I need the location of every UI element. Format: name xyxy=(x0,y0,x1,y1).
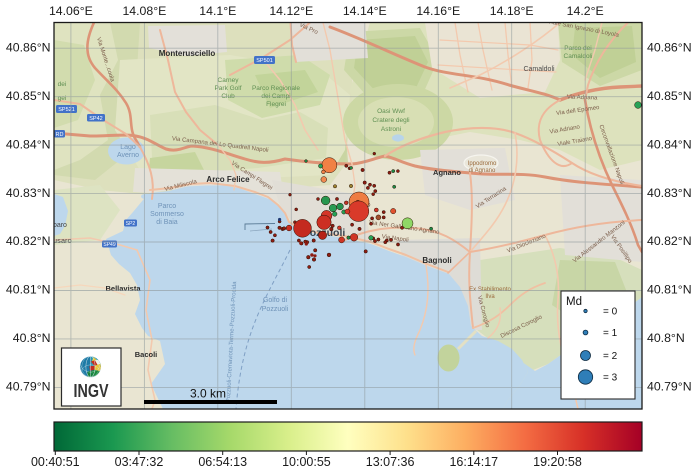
svg-text:SP49: SP49 xyxy=(103,242,115,248)
svg-text:gei: gei xyxy=(58,95,67,102)
svg-text:Via Adriana: Via Adriana xyxy=(567,94,598,101)
svg-text:Averno: Averno xyxy=(117,152,139,159)
svg-text:Oasi Wwf: Oasi Wwf xyxy=(377,108,405,115)
svg-text:SP2: SP2 xyxy=(126,221,136,227)
svg-text:Astroni: Astroni xyxy=(381,126,401,133)
svg-text:14.08°E: 14.08°E xyxy=(122,4,166,18)
svg-text:40.85°N: 40.85°N xyxy=(647,89,692,103)
svg-text:10:00:55: 10:00:55 xyxy=(282,455,331,469)
svg-text:Golfo di: Golfo di xyxy=(263,297,288,304)
svg-text:Ex Stabilimento: Ex Stabilimento xyxy=(469,287,511,293)
svg-text:SP501: SP501 xyxy=(256,58,273,64)
svg-text:40.85°N: 40.85°N xyxy=(6,89,51,103)
svg-text:uoaro: uoaro xyxy=(49,222,67,229)
svg-text:14.2°E: 14.2°E xyxy=(567,4,604,18)
svg-text:3.0 km: 3.0 km xyxy=(190,387,226,401)
svg-text:40.8°N: 40.8°N xyxy=(647,331,685,345)
svg-text:Pozzuoli: Pozzuoli xyxy=(262,306,289,313)
svg-text:19:20:58: 19:20:58 xyxy=(533,455,582,469)
svg-text:dei: dei xyxy=(58,81,67,88)
svg-text:Via Napoli: Via Napoli xyxy=(381,234,409,244)
svg-text:Lago: Lago xyxy=(120,144,136,151)
svg-text:06:54:13: 06:54:13 xyxy=(198,455,247,469)
svg-text:40.81°N: 40.81°N xyxy=(647,283,692,297)
svg-text:= 3: = 3 xyxy=(603,373,618,384)
svg-text:40.79°N: 40.79°N xyxy=(647,380,692,394)
svg-text:14.16°E: 14.16°E xyxy=(416,4,460,18)
svg-text:Bagnoli: Bagnoli xyxy=(422,256,451,265)
svg-text:14.18°E: 14.18°E xyxy=(490,4,534,18)
svg-text:Ilva: Ilva xyxy=(485,294,495,300)
svg-text:di Agnano: di Agnano xyxy=(469,168,496,174)
svg-text:RD: RD xyxy=(56,132,64,138)
svg-text:Flegrei: Flegrei xyxy=(266,101,286,108)
svg-text:Camaldoli: Camaldoli xyxy=(523,66,555,73)
svg-text:40.8°N: 40.8°N xyxy=(13,331,51,345)
svg-text:14.06°E: 14.06°E xyxy=(49,4,93,18)
svg-text:40.84°N: 40.84°N xyxy=(647,137,692,151)
svg-text:40.83°N: 40.83°N xyxy=(6,186,51,200)
svg-text:INGV: INGV xyxy=(74,381,109,401)
svg-text:Sommerso: Sommerso xyxy=(150,211,184,218)
svg-text:= 2: = 2 xyxy=(603,351,618,362)
svg-text:Agnano: Agnano xyxy=(433,168,461,177)
svg-text:03:47:32: 03:47:32 xyxy=(115,455,164,469)
svg-text:Bacoli: Bacoli xyxy=(135,350,158,359)
svg-text:40.81°N: 40.81°N xyxy=(6,283,51,297)
svg-text:Ippodromo: Ippodromo xyxy=(468,161,497,167)
svg-text:SP521: SP521 xyxy=(58,107,75,113)
svg-text:Fusaro: Fusaro xyxy=(48,236,71,245)
svg-text:00:40:51: 00:40:51 xyxy=(31,455,80,469)
svg-text:di Baia: di Baia xyxy=(156,219,178,226)
svg-text:Monterusciello: Monterusciello xyxy=(159,49,216,58)
svg-text:40.86°N: 40.86°N xyxy=(647,40,692,54)
svg-text:14.14°E: 14.14°E xyxy=(343,4,387,18)
svg-text:Parco: Parco xyxy=(158,203,176,210)
svg-text:13:07:36: 13:07:36 xyxy=(366,455,415,469)
svg-text:Camaldoli: Camaldoli xyxy=(564,53,593,60)
svg-text:Carney: Carney xyxy=(218,77,240,84)
svg-text:40.82°N: 40.82°N xyxy=(647,234,692,248)
svg-text:Bellavista: Bellavista xyxy=(105,284,141,293)
svg-text:Cratere degli: Cratere degli xyxy=(372,117,409,124)
svg-text:SP42: SP42 xyxy=(89,116,102,122)
svg-text:Parco Regionale: Parco Regionale xyxy=(252,85,300,92)
svg-text:14.12°E: 14.12°E xyxy=(269,4,313,18)
svg-text:40.82°N: 40.82°N xyxy=(6,234,51,248)
svg-text:40.86°N: 40.86°N xyxy=(6,40,51,54)
svg-text:14.1°E: 14.1°E xyxy=(199,4,236,18)
svg-text:= 0: = 0 xyxy=(603,307,618,318)
svg-text:Via Adriano: Via Adriano xyxy=(549,124,581,135)
svg-text:16:14:17: 16:14:17 xyxy=(449,455,498,469)
svg-text:40.84°N: 40.84°N xyxy=(6,137,51,151)
svg-text:Md: Md xyxy=(566,296,582,308)
svg-text:40.79°N: 40.79°N xyxy=(6,380,51,394)
svg-text:Arco Felice: Arco Felice xyxy=(206,175,250,184)
svg-text:40.83°N: 40.83°N xyxy=(647,186,692,200)
svg-text:= 1: = 1 xyxy=(603,328,618,339)
svg-text:Park Golf: Park Golf xyxy=(214,85,241,92)
